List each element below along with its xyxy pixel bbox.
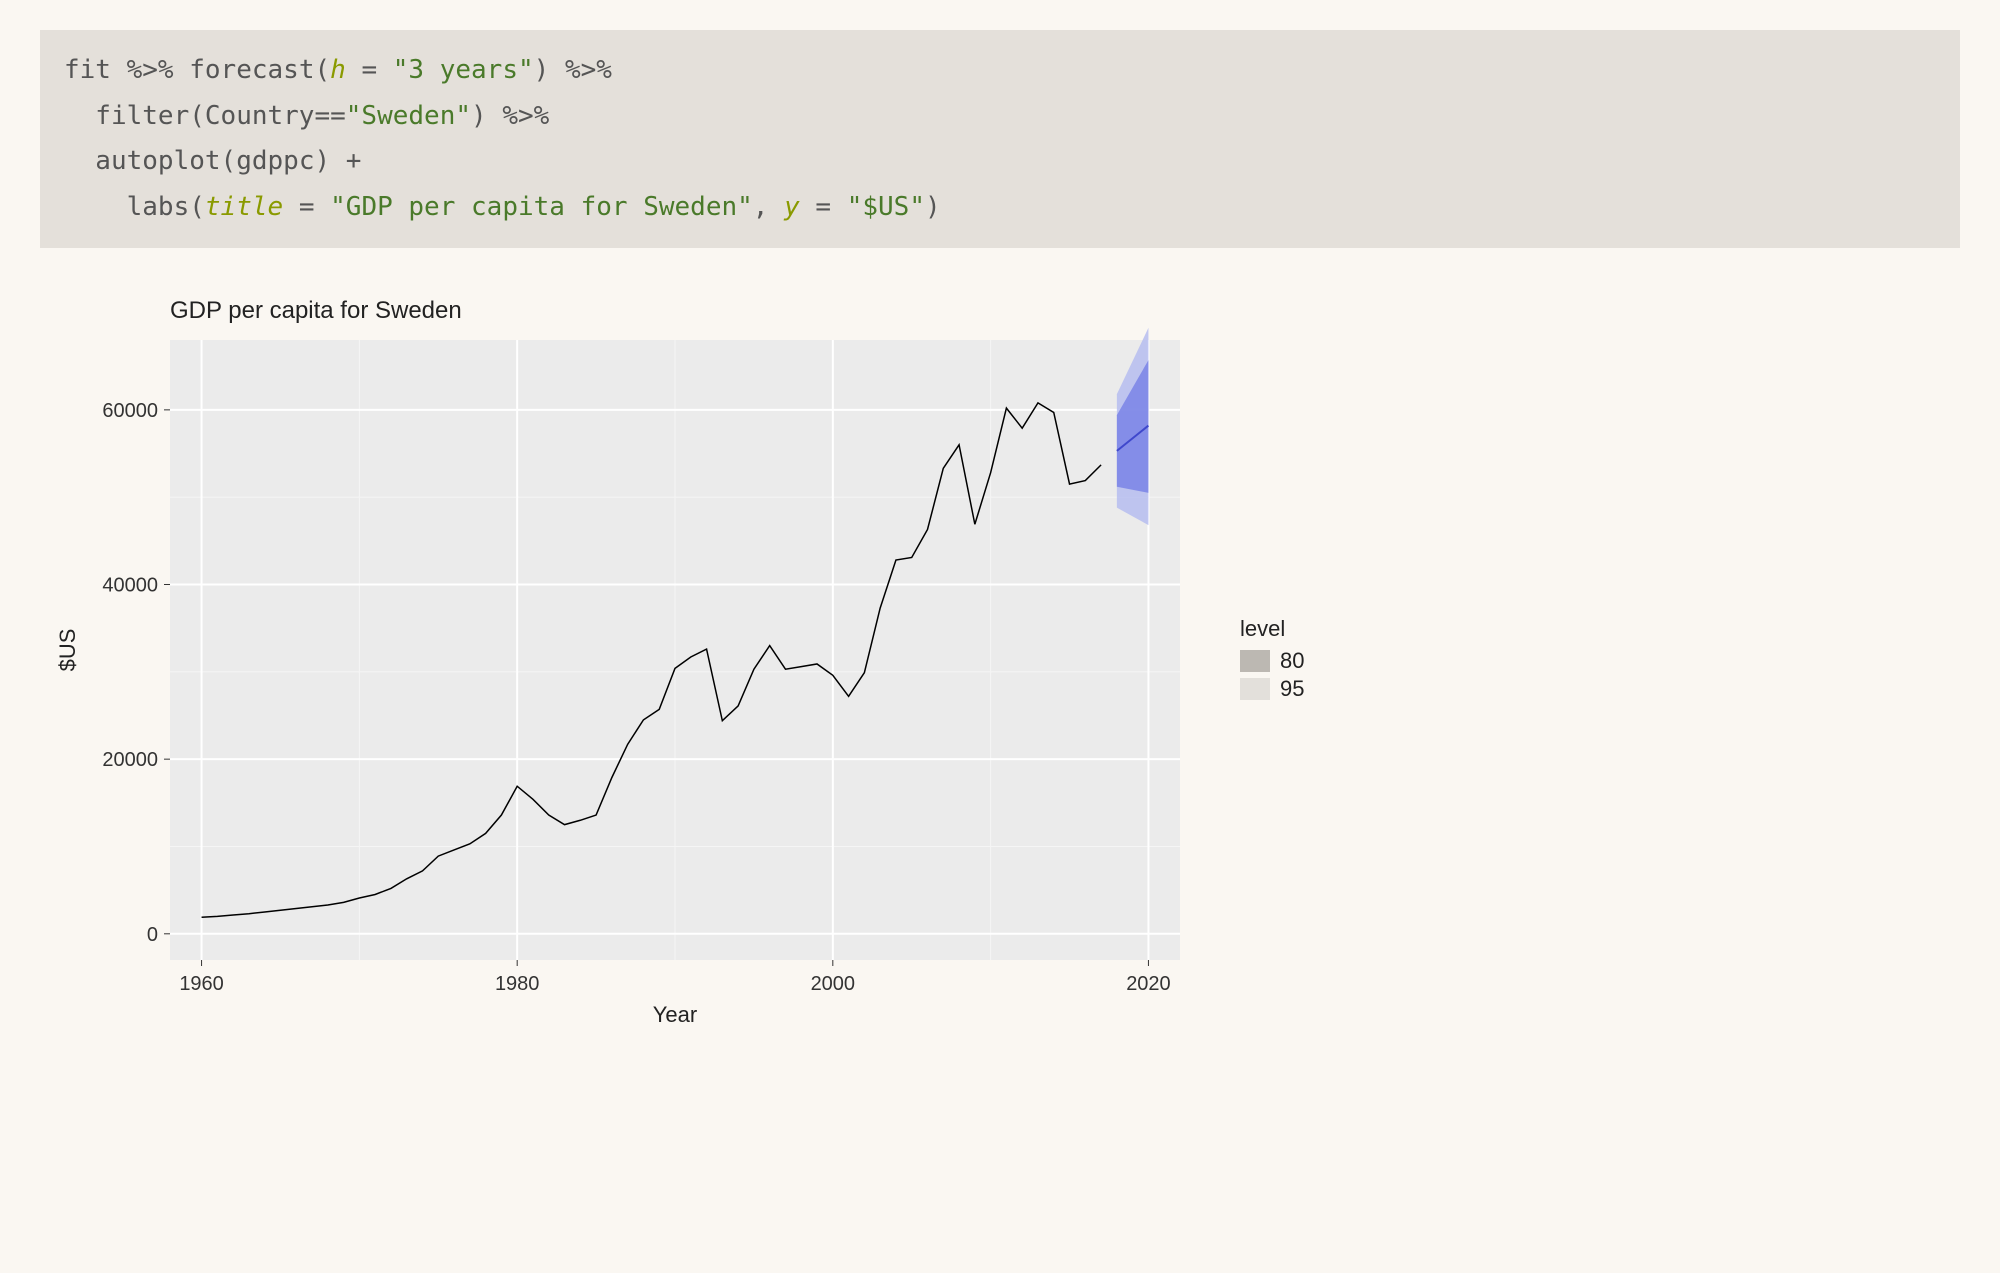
code-token: "3 years": [393, 55, 534, 85]
legend-label: 95: [1280, 676, 1304, 702]
legend-title: level: [1240, 616, 1304, 642]
code-token: (: [221, 146, 237, 176]
code-token: "GDP per capita for Sweden": [330, 192, 753, 222]
x-axis-label: Year: [653, 1002, 697, 1027]
figure: 1960 1980 2000 2020 0 20000 40000 60000 GDP per …: [40, 280, 1960, 1040]
code-token: h: [330, 55, 346, 85]
code-token: title: [205, 192, 283, 222]
y-axis-label: $US: [55, 629, 80, 672]
legend-swatch: [1240, 678, 1270, 700]
code-token: gdppc: [236, 146, 314, 176]
x-tick-label: 2000: [811, 973, 856, 995]
code-token: ): [534, 55, 565, 85]
code-token: =: [283, 192, 330, 222]
y-tick-label: 20000: [102, 749, 158, 771]
y-tick-label: 0: [147, 924, 158, 946]
code-token: %>%: [127, 55, 174, 85]
code-token: ): [925, 192, 941, 222]
legend-item: 95: [1240, 676, 1304, 702]
code-token: y: [784, 192, 800, 222]
code-token: ==: [314, 101, 345, 131]
x-tick-label: 1980: [495, 973, 540, 995]
code-token: "Sweden": [346, 101, 471, 131]
y-tick-label: 40000: [102, 575, 158, 597]
legend: level 8095: [1240, 616, 1304, 704]
r-code-block: fit %>% forecast(h = "3 years") %>% filt…: [40, 30, 1960, 248]
code-token: labs: [64, 192, 189, 222]
gdp-chart: 1960 1980 2000 2020 0 20000 40000 60000 GDP per …: [40, 280, 1210, 1040]
code-token: autoplot: [64, 146, 221, 176]
code-token: =: [800, 192, 847, 222]
code-token: fit: [64, 55, 127, 85]
x-tick-label: 1960: [179, 973, 224, 995]
code-token: filter: [64, 101, 189, 131]
code-token: (: [189, 101, 205, 131]
y-tick-label: 60000: [102, 400, 158, 422]
code-token: Country: [205, 101, 315, 131]
code-token: forecast: [174, 55, 315, 85]
legend-item: 80: [1240, 648, 1304, 674]
code-token: (: [189, 192, 205, 222]
code-token: %>%: [565, 55, 612, 85]
legend-label: 80: [1280, 648, 1304, 674]
code-token: ) +: [314, 146, 361, 176]
chart-title: GDP per capita for Sweden: [170, 297, 462, 324]
code-token: =: [346, 55, 393, 85]
x-tick-label: 2020: [1126, 973, 1171, 995]
code-token: %>%: [502, 101, 549, 131]
code-token: "$US": [847, 192, 925, 222]
code-token: ): [471, 101, 502, 131]
code-token: (: [314, 55, 330, 85]
code-token: ,: [753, 192, 784, 222]
legend-swatch: [1240, 650, 1270, 672]
